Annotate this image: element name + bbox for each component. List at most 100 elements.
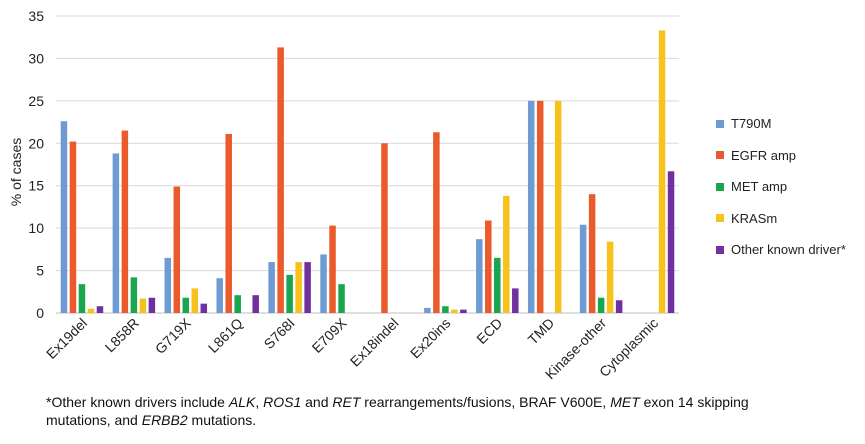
x-tick-label: Ex20ins	[407, 315, 454, 362]
bar-ECD-MET amp	[494, 257, 501, 313]
bar-Ex20ins-T790M	[424, 307, 431, 313]
y-tick-label: 30	[28, 50, 44, 66]
bar-Ex19del-Other known driver*	[96, 306, 104, 313]
footnote-text: ,	[255, 394, 264, 410]
legend: T790M EGFR amp MET amp KRASm Other known…	[716, 108, 846, 266]
footnote-text: rearrangements/fusions, BRAF V600E,	[360, 394, 611, 410]
legend-label-egfr-amp: EGFR amp	[731, 147, 797, 163]
bar-Kinase-other-MET amp	[597, 297, 605, 313]
bar-Kinase-other-EGFR amp	[588, 194, 596, 313]
bar-ECD-KRASm	[503, 195, 510, 313]
footnote-gene-erbb2: ERBB2	[141, 412, 188, 428]
x-tick-labels: Ex19del L858R G719X L861Q S768I E709XEx18inde…	[43, 314, 661, 382]
x-tick-label: L858R	[102, 315, 142, 355]
footnote: *Other known drivers include ALK, ROS1 a…	[46, 393, 856, 429]
bar-Ex20ins-MET amp	[442, 306, 449, 313]
y-tick-label: 20	[28, 135, 44, 151]
bar-TMD-T790M	[527, 100, 535, 313]
bar-Kinase-other-Other known driver*	[615, 300, 623, 313]
y-tick-label: 35	[28, 8, 44, 24]
bar-ECD-T790M	[476, 239, 483, 313]
x-tick-label: Ex19del	[43, 315, 90, 362]
x-tick-label: G719X	[152, 314, 195, 357]
bar-S768I-MET amp	[286, 274, 293, 313]
legend-swatch-egfr-amp	[716, 151, 724, 160]
bar-Cytoplasmic-Other known driver*	[667, 171, 675, 313]
bar-L858R-T790M	[112, 153, 120, 313]
bar-L858R-MET amp	[130, 277, 138, 313]
legend-item-krasm: KRASm	[716, 203, 846, 235]
footnote-text: mutations.	[187, 412, 257, 428]
legend-label-other-driver: Other known driver*	[731, 242, 846, 258]
bar-L858R-KRASm	[139, 298, 147, 313]
legend-item-met-amp: MET amp	[716, 171, 846, 203]
bar-Cytoplasmic-KRASm	[658, 30, 666, 313]
bar-L861Q-T790M	[216, 278, 223, 313]
legend-swatch-t790m	[716, 119, 724, 128]
bar-Kinase-other-KRASm	[606, 241, 614, 313]
x-tick-label: L861Q	[205, 315, 246, 356]
bar-L858R-Other known driver*	[148, 297, 156, 313]
bar-G719X-Other known driver*	[200, 303, 208, 313]
y-tick-label: 10	[28, 220, 44, 236]
legend-swatch-other-driver	[716, 245, 724, 254]
bar-ECD-EGFR amp	[485, 220, 492, 313]
footnote-text: mutations, and	[46, 412, 142, 428]
bar-E709X-MET amp	[338, 284, 345, 313]
bar-Ex19del-EGFR amp	[69, 141, 77, 313]
bar-E709X-T790M	[320, 254, 327, 313]
x-tick-label: S768I	[261, 315, 298, 352]
y-axis-label: % of cases	[8, 138, 24, 206]
y-tick-label: 15	[28, 178, 44, 194]
bar-G719X-KRASm	[191, 288, 199, 313]
footnote-line-2: mutations, and ERBB2 mutations.	[46, 411, 856, 429]
bar-TMD-KRASm	[554, 100, 562, 313]
footnote-gene-ros1: ROS1	[263, 394, 302, 410]
legend-swatch-krasm	[716, 214, 724, 223]
bar-S768I-EGFR amp	[277, 47, 284, 313]
x-tick-label: Ex18indel	[347, 315, 402, 370]
footnote-gene-alk: ALK	[228, 394, 256, 410]
bar-Ex19del-T790M	[60, 121, 68, 313]
bar-E709X-EGFR amp	[329, 225, 336, 313]
bar-S768I-T790M	[268, 262, 275, 313]
grid-lines	[56, 15, 679, 314]
bar-G719X-EGFR amp	[173, 186, 181, 313]
bar-L858R-EGFR amp	[121, 130, 129, 313]
legend-item-egfr-amp: EGFR amp	[716, 140, 846, 172]
footnote-text: *Other known drivers include	[46, 394, 229, 410]
bar-Ex19del-MET amp	[78, 284, 86, 313]
y-tick-label: 25	[28, 93, 44, 109]
bar-Ex20ins-Other known driver*	[460, 309, 467, 313]
footnote-line-1: *Other known drivers include ALK, ROS1 a…	[46, 393, 856, 411]
bar-L861Q-Other known driver*	[252, 295, 259, 313]
bar-Ex18indel-EGFR amp	[381, 143, 388, 313]
bar-G719X-MET amp	[182, 297, 190, 313]
x-tick-label: TMD	[525, 315, 558, 348]
bar-S768I-Other known driver*	[304, 262, 311, 313]
bar-ECD-Other known driver*	[512, 288, 519, 313]
footnote-text: exon 14 skipping	[639, 394, 749, 410]
bars	[60, 30, 675, 313]
bar-L861Q-MET amp	[234, 295, 241, 313]
bar-L861Q-EGFR amp	[225, 133, 232, 313]
bar-Kinase-other-T790M	[579, 224, 587, 313]
footnote-text: and	[301, 394, 333, 410]
y-tick-label: 0	[36, 305, 44, 321]
bar-S768I-KRASm	[295, 262, 302, 313]
legend-label-krasm: KRASm	[731, 210, 778, 226]
x-tick-label: E709X	[309, 314, 351, 356]
footnote-gene-met: MET	[610, 394, 640, 410]
legend-swatch-met-amp	[716, 182, 724, 191]
legend-item-other-driver: Other known driver*	[716, 234, 846, 266]
y-tick-label: 5	[36, 263, 44, 279]
y-tick-labels: 0 5 10 15 20 25 30 35	[28, 8, 44, 321]
legend-label-met-amp: MET amp	[731, 179, 788, 195]
bar-Ex20ins-EGFR amp	[433, 132, 440, 313]
bar-Ex20ins-KRASm	[451, 309, 458, 313]
bar-G719X-T790M	[164, 257, 172, 313]
x-tick-label: ECD	[473, 315, 505, 347]
bar-TMD-EGFR amp	[536, 100, 544, 313]
legend-label-t790m: T790M	[731, 116, 772, 132]
